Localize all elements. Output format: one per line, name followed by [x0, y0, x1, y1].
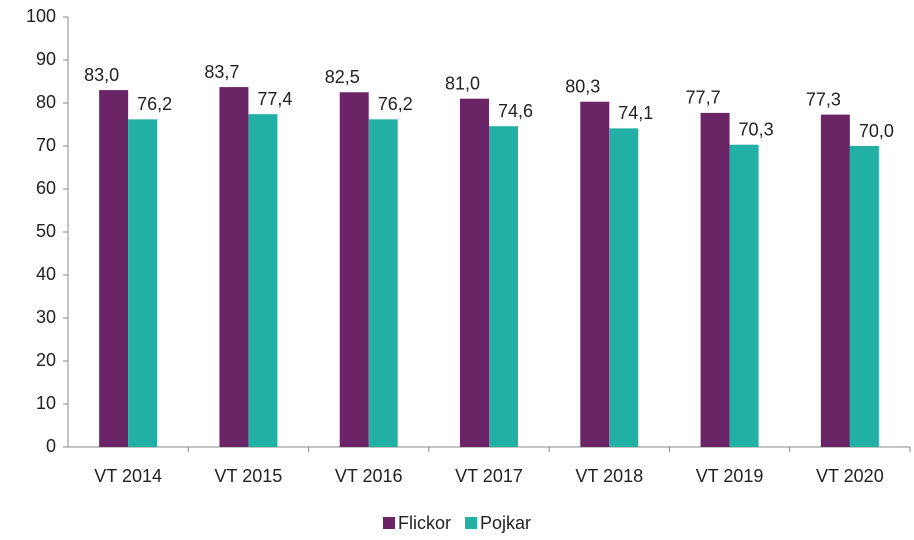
y-tick-label: 60: [36, 178, 56, 198]
y-tick-label: 30: [36, 307, 56, 327]
bar: [219, 87, 249, 447]
value-label: 77,3: [806, 89, 841, 109]
y-tick-label: 20: [36, 350, 56, 370]
bar: [99, 90, 129, 447]
bar: [849, 146, 879, 447]
value-label: 74,6: [498, 101, 533, 121]
x-tick-label: VT 2014: [94, 466, 162, 486]
value-label: 77,7: [686, 88, 721, 108]
value-label: 81,0: [445, 73, 480, 93]
value-label: 83,7: [204, 62, 239, 82]
bar: [820, 114, 850, 448]
bar: [700, 112, 730, 447]
x-tick-label: VT 2017: [455, 466, 523, 486]
bar: [128, 119, 158, 447]
value-label: 76,2: [378, 94, 413, 114]
x-tick-label: VT 2015: [215, 466, 283, 486]
y-tick-label: 100: [26, 6, 56, 26]
bar: [339, 92, 369, 447]
bar: [248, 114, 278, 448]
y-tick-label: 10: [36, 393, 56, 413]
y-tick-label: 0: [46, 436, 56, 456]
value-label: 70,0: [859, 121, 894, 141]
x-tick-label: VT 2016: [335, 466, 403, 486]
y-tick-label: 50: [36, 221, 56, 241]
bar: [729, 144, 759, 447]
legend-label: Pojkar: [480, 513, 531, 533]
value-label: 74,1: [618, 103, 653, 123]
value-label: 83,0: [84, 65, 119, 85]
x-tick-label: VT 2018: [575, 466, 643, 486]
legend-swatch: [465, 517, 477, 529]
legend-label: Flickor: [398, 513, 451, 533]
bar: [489, 126, 518, 447]
value-label: 82,5: [325, 67, 360, 87]
legend-swatch: [383, 517, 395, 529]
x-tick-label: VT 2020: [816, 466, 884, 486]
value-label: 70,3: [739, 119, 774, 139]
y-tick-label: 40: [36, 264, 56, 284]
value-label: 76,2: [137, 94, 172, 114]
x-tick-label: VT 2019: [696, 466, 764, 486]
y-tick-label: 80: [36, 92, 56, 112]
bar: [580, 101, 610, 448]
bar: [368, 119, 398, 447]
y-tick-label: 90: [36, 49, 56, 69]
value-label: 77,4: [257, 89, 292, 109]
value-label: 80,3: [565, 76, 600, 96]
bar: [609, 128, 639, 447]
bar: [460, 98, 489, 447]
y-tick-label: 70: [36, 135, 56, 155]
